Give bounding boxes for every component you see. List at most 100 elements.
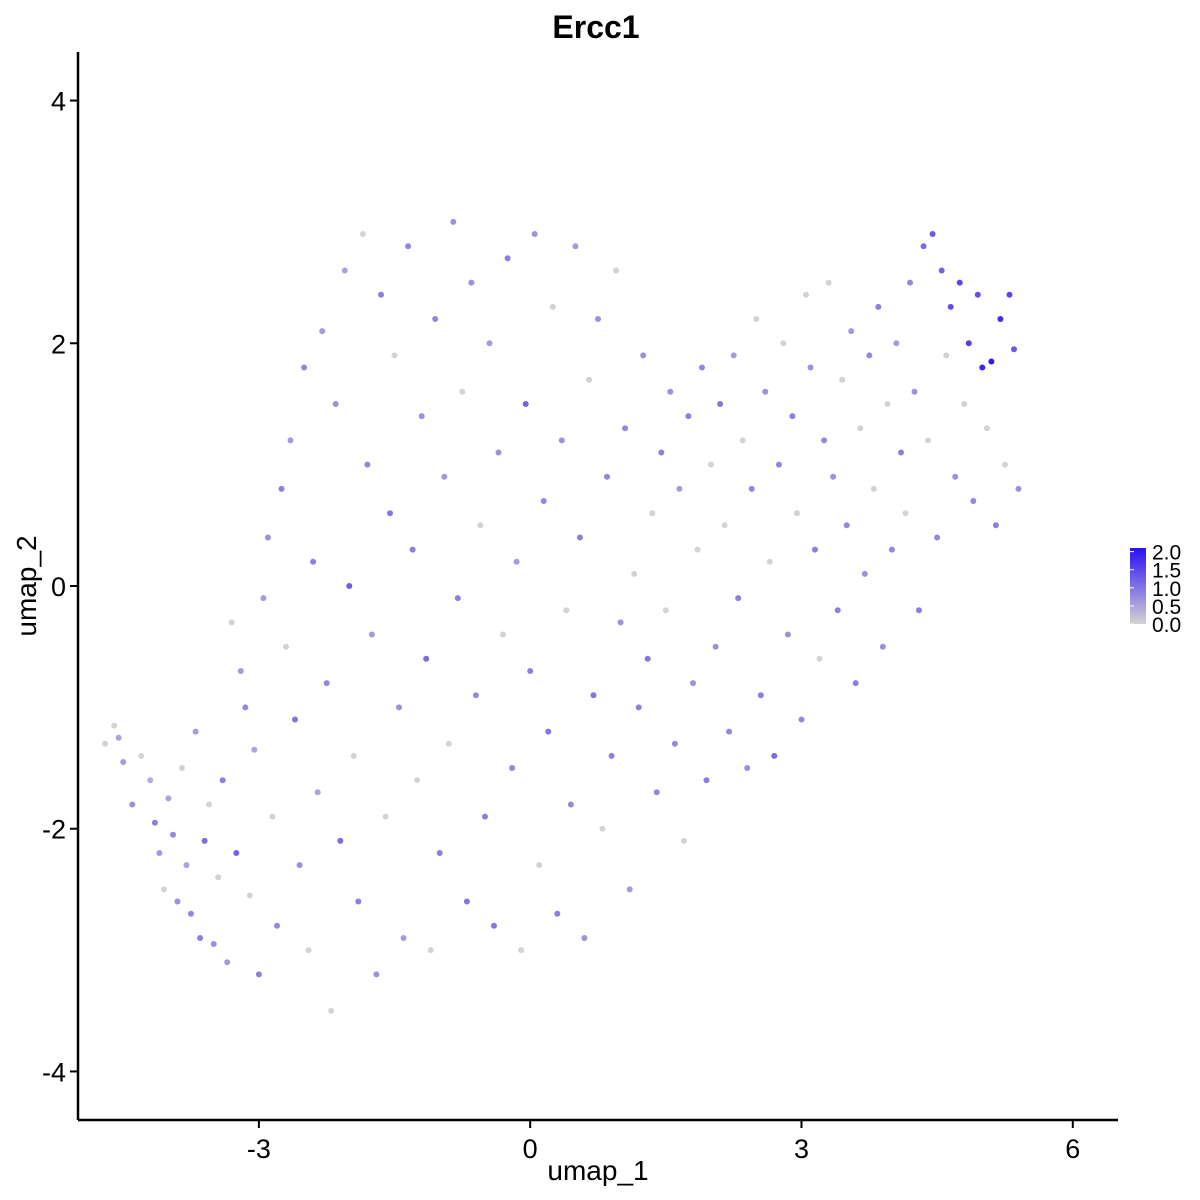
- cell-point: [744, 765, 751, 771]
- cell-point: [640, 352, 647, 359]
- cell-point: [269, 813, 276, 820]
- cell-point: [423, 655, 430, 662]
- cell-point: [463, 898, 470, 905]
- x-tick-label: 3: [794, 1134, 809, 1164]
- cell-point: [314, 789, 321, 796]
- cell-point: [943, 352, 950, 359]
- cell-point: [287, 437, 294, 444]
- cell-point: [907, 279, 913, 286]
- color-legend-bar: [1130, 548, 1146, 624]
- cell-point: [748, 485, 755, 492]
- legend-label: 0.0: [1152, 614, 1181, 637]
- cell-point: [513, 558, 520, 565]
- axes: [76, 52, 1118, 1122]
- color-legend: 0.00.51.01.52.0: [1130, 542, 1181, 637]
- cell-point: [821, 437, 828, 444]
- cell-point: [409, 546, 416, 553]
- cell-point: [712, 643, 719, 650]
- cell-point: [807, 364, 814, 371]
- cell-point: [179, 765, 185, 771]
- cell-point: [549, 303, 556, 310]
- legend-label: 1.5: [1152, 560, 1181, 583]
- cell-point: [445, 740, 452, 747]
- cell-point: [762, 388, 769, 395]
- cell-point: [563, 607, 570, 614]
- cell-point: [400, 935, 407, 941]
- cell-point: [246, 892, 253, 899]
- cell-point: [590, 692, 597, 699]
- cell-point: [477, 522, 484, 529]
- cell-point: [527, 668, 534, 674]
- cell-point: [151, 819, 158, 826]
- cell-point: [486, 340, 493, 347]
- cell-point: [635, 704, 642, 711]
- cell-point: [482, 813, 488, 820]
- cell-point: [215, 874, 222, 881]
- cell-point: [206, 801, 213, 808]
- cell-point: [852, 680, 859, 687]
- cell-point: [359, 231, 366, 237]
- cell-point: [373, 971, 380, 978]
- cell-point: [418, 413, 425, 420]
- cell-point: [938, 267, 945, 274]
- cell-point: [120, 759, 127, 765]
- y-tick-label: 0: [51, 572, 66, 602]
- cell-point: [789, 413, 796, 420]
- cell-point: [708, 461, 714, 468]
- cell-point: [278, 485, 285, 492]
- cell-point: [346, 583, 353, 589]
- cell-point: [952, 473, 959, 480]
- cell-point: [210, 941, 217, 947]
- cell-point: [368, 631, 375, 638]
- cell-point: [405, 243, 412, 250]
- cell-point: [301, 364, 308, 371]
- y-tick-label: -4: [42, 1057, 66, 1087]
- cell-point: [730, 352, 737, 359]
- cell-point: [522, 401, 529, 407]
- cell-point: [866, 352, 873, 359]
- cell-point: [667, 388, 674, 395]
- cell-point: [500, 631, 506, 638]
- cell-point: [491, 922, 497, 929]
- cell-point: [292, 716, 298, 723]
- cell-point: [201, 837, 208, 844]
- cell-point: [649, 510, 656, 517]
- chart-title: Ercc1: [552, 9, 639, 45]
- cell-point: [857, 425, 864, 432]
- legend-label: 1.0: [1152, 578, 1181, 601]
- cell-point: [450, 218, 457, 225]
- cell-point: [839, 376, 846, 383]
- cell-point: [572, 243, 579, 250]
- cell-point: [341, 267, 348, 274]
- cell-point: [111, 722, 118, 729]
- cell-point: [255, 971, 262, 978]
- cell-point: [1015, 485, 1022, 492]
- y-tick-label: 2: [51, 329, 66, 359]
- cell-point: [319, 328, 326, 335]
- cell-point: [436, 850, 443, 856]
- cell-point: [387, 510, 393, 517]
- cell-point: [296, 862, 303, 869]
- cell-point: [608, 752, 615, 759]
- cell-point: [224, 959, 231, 966]
- cell-point: [1006, 291, 1013, 298]
- cell-point: [274, 922, 280, 929]
- cell-point: [653, 789, 660, 796]
- cell-point: [626, 886, 633, 893]
- cell-point: [567, 801, 574, 808]
- cell-point: [328, 1007, 335, 1014]
- cell-point: [622, 425, 629, 432]
- cell-point: [911, 388, 918, 395]
- cell-point: [531, 231, 538, 237]
- cell-point: [540, 498, 547, 504]
- cell-point: [879, 643, 886, 650]
- cell-point: [694, 546, 701, 553]
- cell-point: [170, 831, 176, 838]
- cell-point: [803, 291, 809, 298]
- cell-point: [631, 570, 638, 577]
- cell-point: [934, 534, 941, 541]
- cell-point: [699, 364, 705, 371]
- cell-point: [870, 485, 877, 492]
- cell-point: [825, 279, 832, 286]
- cell-point: [979, 364, 986, 371]
